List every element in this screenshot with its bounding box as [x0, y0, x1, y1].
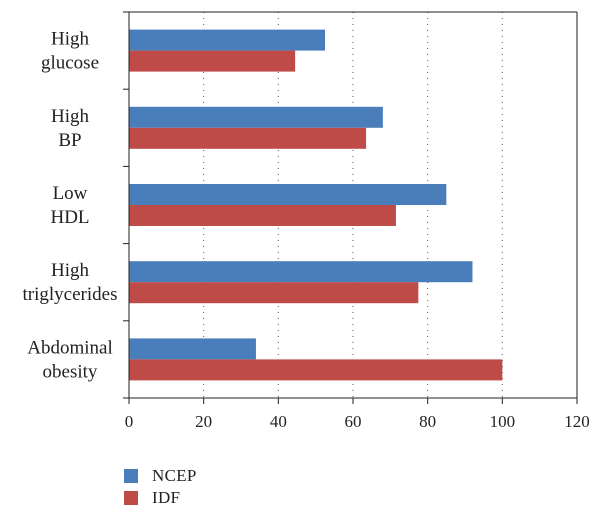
- x-tick-label-120: 120: [564, 412, 590, 431]
- bar-chart: High glucose High BP Low HDL High triglycerides…: [23, 11, 590, 431]
- legend-item-idf: IDF: [124, 487, 197, 509]
- bar-ncep-0: [129, 29, 325, 51]
- bar-ncep-4: [129, 338, 256, 360]
- axes: [123, 11, 578, 404]
- bar-idf-3: [129, 282, 419, 304]
- legend-swatch-ncep: [124, 469, 138, 483]
- x-tick-label-80: 80: [419, 412, 436, 431]
- bar-ncep-2: [129, 184, 447, 205]
- bar-idf-4: [129, 359, 503, 381]
- x-tick-label-40: 40: [270, 412, 287, 431]
- bar-ncep-3: [129, 261, 473, 283]
- legend: NCEP IDF: [124, 465, 197, 509]
- x-tick-label-100: 100: [490, 412, 516, 431]
- x-tick-label-60: 60: [345, 412, 362, 431]
- category-label-3: High triglycerides: [23, 260, 118, 305]
- bar-ncep-1: [129, 106, 383, 128]
- bar-idf-1: [129, 127, 367, 149]
- legend-swatch-idf: [124, 491, 138, 505]
- x-tick-label-20: 20: [195, 412, 212, 431]
- legend-label-ncep: NCEP: [152, 466, 197, 485]
- legend-label-idf: IDF: [152, 488, 181, 507]
- category-label-1: High BP: [51, 106, 90, 151]
- category-label-4: Abdominal obesity: [27, 337, 113, 382]
- category-label-2: Low HDL: [50, 183, 89, 228]
- bars: [129, 29, 503, 381]
- legend-item-ncep: NCEP: [124, 465, 197, 487]
- labels: High glucose High BP Low HDL High triglycerides…: [23, 29, 590, 431]
- category-label-0: High glucose: [41, 29, 99, 74]
- bar-idf-0: [129, 50, 296, 72]
- x-tick-label-0: 0: [125, 412, 134, 431]
- bar-idf-2: [129, 205, 396, 226]
